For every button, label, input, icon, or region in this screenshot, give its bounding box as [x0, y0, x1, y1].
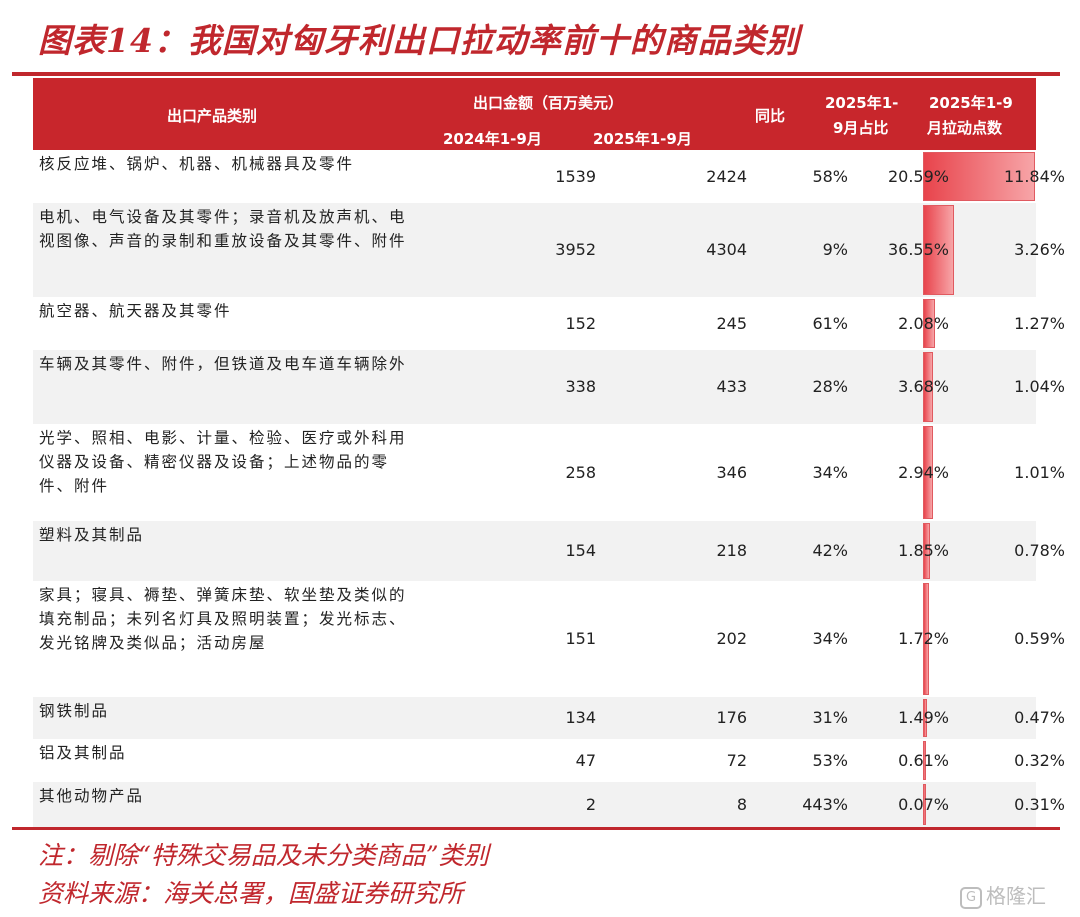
row-v2024: 1539 — [555, 167, 596, 186]
header-period-2024: 2024年1-9月 — [443, 130, 542, 148]
row-yoy: 58% — [812, 167, 848, 186]
row-v2025: 433 — [716, 377, 747, 396]
row-contrib: 0.47% — [1014, 708, 1065, 727]
row-category: 钢铁制品 — [39, 702, 110, 720]
row-v2024: 338 — [565, 377, 596, 396]
row-share: 2.94% — [898, 463, 949, 482]
row-v2024: 151 — [565, 629, 596, 648]
row-yoy: 61% — [812, 314, 848, 333]
row-share: 36.55% — [887, 240, 949, 259]
row-v2025: 218 — [716, 541, 747, 560]
contrib-bar — [923, 426, 933, 519]
table-row: 其他动物产品 2 8 443% 0.07% 0.31% — [33, 782, 1065, 827]
row-yoy: 53% — [812, 751, 848, 770]
row-contrib: 1.04% — [1014, 377, 1065, 396]
row-category: 车辆及其零件、附件，但铁道及电车道车辆除外 — [39, 355, 407, 373]
row-yoy: 34% — [812, 629, 848, 648]
contrib-bar — [923, 299, 935, 348]
header-yoy: 同比 — [755, 107, 786, 125]
table-header: 出口产品类别 出口金额（百万美元） 2024年1-9月 2025年1-9月 同比… — [33, 78, 1036, 150]
row-share: 1.49% — [898, 708, 949, 727]
row-contrib: 1.01% — [1014, 463, 1065, 482]
header-contrib-line2: 月拉动点数 — [927, 119, 1003, 137]
contrib-bar — [923, 523, 930, 579]
row-yoy: 443% — [802, 795, 848, 814]
row-v2025: 2424 — [706, 167, 747, 186]
row-share: 0.61% — [898, 751, 949, 770]
page-title: 图表14：我国对匈牙利出口拉动率前十的商品类别 — [38, 21, 800, 60]
row-v2025: 202 — [716, 629, 747, 648]
row-yoy: 28% — [812, 377, 848, 396]
table-row: 钢铁制品 134 176 31% 1.49% 0.47% — [33, 697, 1065, 739]
table-row: 车辆及其零件、附件，但铁道及电车道车辆除外 338 433 28% 3.68% 1.04% — [33, 350, 1065, 424]
row-share: 0.07% — [898, 795, 949, 814]
row-category: 光学、照相、电影、计量、检验、医疗或外科用仪器及设备、精密仪器及设备；上述物品的… — [39, 429, 407, 495]
header-share-line2: 9月占比 — [833, 119, 889, 137]
row-v2025: 346 — [716, 463, 747, 482]
header-contrib-line1: 2025年1-9 — [929, 94, 1013, 112]
contrib-bar — [923, 741, 926, 780]
row-share: 1.85% — [898, 541, 949, 560]
row-v2024: 3952 — [555, 240, 596, 259]
contrib-bar — [923, 352, 933, 422]
contrib-bar — [923, 784, 926, 825]
header-share-line1: 2025年1- — [825, 94, 899, 112]
row-v2024: 47 — [575, 751, 596, 770]
row-category: 电机、电气设备及其零件；录音机及放声机、电视图像、声音的录制和重放设备及其零件、… — [39, 208, 407, 250]
table-row: 电机、电气设备及其零件；录音机及放声机、电视图像、声音的录制和重放设备及其零件、… — [33, 203, 1065, 297]
row-v2025: 4304 — [706, 240, 747, 259]
contrib-bar — [923, 699, 927, 737]
row-category: 航空器、航天器及其零件 — [39, 302, 232, 320]
row-contrib: 0.59% — [1014, 629, 1065, 648]
table-row: 塑料及其制品 154 218 42% 1.85% 0.78% — [33, 521, 1065, 581]
top-divider — [12, 72, 1060, 76]
row-v2025: 176 — [716, 708, 747, 727]
row-v2025: 72 — [726, 751, 747, 770]
row-share: 1.72% — [898, 629, 949, 648]
row-contrib: 0.31% — [1014, 795, 1065, 814]
contrib-bar — [923, 152, 1035, 201]
header-period-2025: 2025年1-9月 — [593, 130, 692, 148]
row-v2024: 134 — [565, 708, 596, 727]
contrib-bar — [923, 583, 929, 695]
row-contrib: 3.26% — [1014, 240, 1065, 259]
table-row: 航空器、航天器及其零件 152 245 61% 2.08% 1.27% — [33, 297, 1065, 350]
row-share: 2.08% — [898, 314, 949, 333]
row-contrib: 0.78% — [1014, 541, 1065, 560]
row-v2024: 2 — [585, 795, 596, 814]
row-category: 其他动物产品 — [39, 787, 145, 805]
row-yoy: 34% — [812, 463, 848, 482]
header-category: 出口产品类别 — [167, 107, 258, 125]
row-yoy: 42% — [812, 541, 848, 560]
source-note: 资料来源：海关总署，国盛证券研究所 — [38, 879, 464, 908]
row-contrib: 0.32% — [1014, 751, 1065, 770]
footnote: 注：剔除“特殊交易品及未分类商品”类别 — [38, 841, 489, 870]
watermark: G 格隆汇 — [960, 880, 1046, 909]
row-v2024: 152 — [565, 314, 596, 333]
row-share: 3.68% — [898, 377, 949, 396]
table-row: 铝及其制品 47 72 53% 0.61% 0.32% — [33, 739, 1065, 782]
table-row: 家具；寝具、褥垫、弹簧床垫、软坐垫及类似的填充制品；未列名灯具及照明装置；发光标… — [33, 581, 1065, 697]
watermark-logo-icon: G — [960, 887, 982, 909]
table-row: 核反应堆、锅炉、机器、机械器具及零件 1539 2424 58% 20.59% 11.84… — [33, 150, 1065, 203]
header-export-amount: 出口金额（百万美元） — [473, 94, 624, 112]
table-row: 光学、照相、电影、计量、检验、医疗或外科用仪器及设备、精密仪器及设备；上述物品的… — [33, 424, 1065, 521]
watermark-text: 格隆汇 — [986, 884, 1046, 908]
row-v2024: 154 — [565, 541, 596, 560]
row-v2025: 245 — [716, 314, 747, 333]
row-v2025: 8 — [736, 795, 747, 814]
row-yoy: 31% — [812, 708, 848, 727]
row-contrib: 11.84% — [1003, 167, 1065, 186]
row-category: 塑料及其制品 — [39, 526, 145, 544]
row-yoy: 9% — [822, 240, 848, 259]
row-category: 家具；寝具、褥垫、弹簧床垫、软坐垫及类似的填充制品；未列名灯具及照明装置；发光标… — [39, 586, 407, 652]
row-category: 核反应堆、锅炉、机器、机械器具及零件 — [39, 155, 355, 173]
contrib-bar — [923, 205, 954, 295]
row-category: 铝及其制品 — [39, 744, 127, 762]
row-share: 20.59% — [887, 167, 949, 186]
row-contrib: 1.27% — [1014, 314, 1065, 333]
row-v2024: 258 — [565, 463, 596, 482]
bottom-divider — [12, 827, 1060, 830]
